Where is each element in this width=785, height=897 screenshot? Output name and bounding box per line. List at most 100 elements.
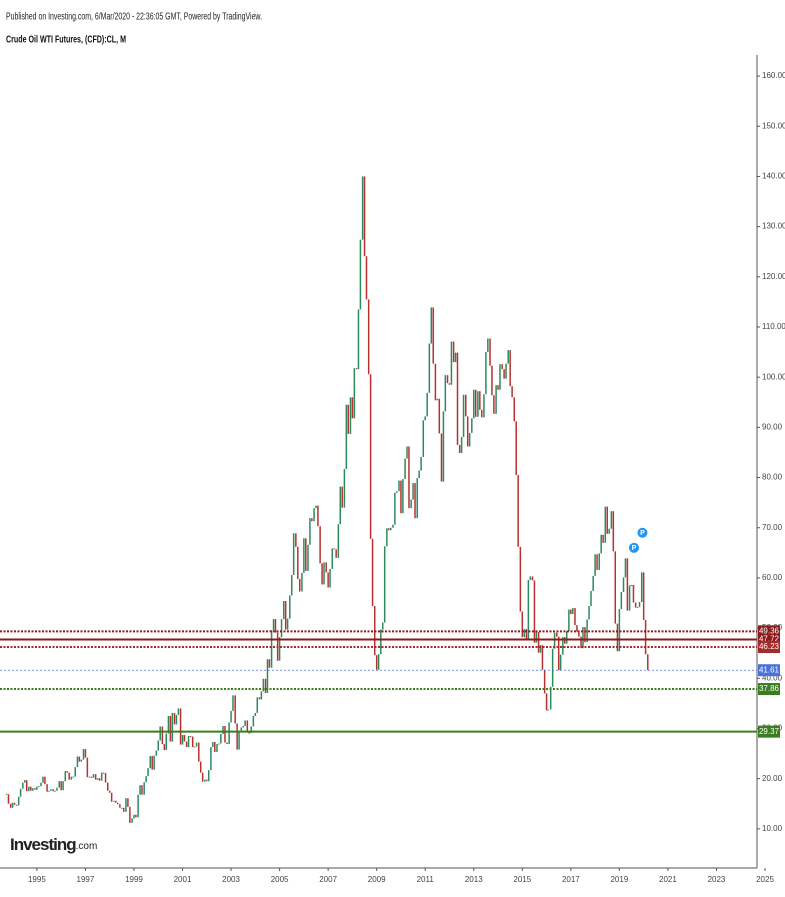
candle (590, 590, 592, 607)
candle (264, 678, 267, 693)
candle (329, 568, 331, 588)
candle (640, 572, 643, 603)
candle (165, 733, 168, 751)
candle (402, 479, 404, 514)
candle (224, 725, 226, 743)
candle (434, 363, 437, 401)
candle (375, 655, 378, 670)
candle (260, 691, 263, 700)
candle (88, 776, 91, 778)
candle (270, 630, 273, 668)
candle (301, 572, 303, 592)
candle (135, 814, 137, 818)
candle (313, 508, 315, 522)
candle (125, 798, 127, 812)
candle (337, 524, 340, 558)
candle (347, 404, 350, 434)
candle (250, 726, 252, 734)
candle (127, 798, 129, 807)
candle (521, 611, 524, 638)
candle (454, 352, 457, 363)
candle (618, 609, 621, 652)
candle (38, 786, 40, 788)
candle (491, 365, 493, 396)
candle (626, 558, 629, 611)
candle (78, 756, 81, 762)
x-tick-label: 2023 (708, 875, 726, 884)
logo-brand: Investing (10, 835, 76, 854)
candle (436, 398, 439, 401)
candle (483, 394, 485, 418)
candle (161, 726, 164, 745)
candle (355, 368, 358, 370)
candle (371, 538, 374, 607)
candle (458, 444, 461, 453)
y-tick-label: 100.00 (762, 372, 785, 381)
candle (446, 375, 449, 384)
candle (94, 774, 97, 780)
candle (181, 735, 184, 745)
annotation-marker (637, 527, 648, 538)
x-tick-label: 1999 (125, 875, 143, 884)
candle (487, 338, 489, 353)
candle (141, 785, 143, 795)
candle (327, 572, 329, 588)
candle (553, 632, 556, 649)
candle (232, 695, 234, 711)
candle (620, 591, 623, 610)
candle (119, 804, 121, 808)
candle (129, 806, 131, 823)
candle (505, 363, 507, 379)
candle (468, 432, 471, 447)
candle (557, 636, 560, 671)
candle (390, 527, 392, 531)
candle (497, 385, 499, 390)
candle (307, 544, 309, 571)
candle (495, 385, 497, 414)
x-tick-label: 2015 (513, 875, 531, 884)
candle (622, 577, 625, 592)
candle (456, 352, 459, 445)
candle (167, 715, 170, 734)
candle (628, 585, 631, 611)
candle (11, 802, 14, 808)
level-label: 47.72 (759, 635, 780, 644)
candle (333, 548, 335, 550)
level-label: 49.36 (759, 626, 780, 635)
x-tick-label: 2003 (222, 875, 240, 884)
candle (479, 391, 481, 410)
candle (298, 578, 301, 592)
candle (511, 386, 513, 398)
candle (444, 375, 447, 412)
candle (428, 343, 431, 393)
candle (86, 757, 89, 778)
candle (131, 818, 133, 823)
y-tick-label: 60.00 (762, 573, 783, 582)
level-label-box (758, 664, 780, 677)
candle (394, 492, 396, 525)
candle (30, 786, 32, 791)
candle (541, 645, 544, 670)
candle (199, 761, 202, 773)
chart-title: Crude Oil WTI Futures, (CFD):CL, M (6, 35, 126, 46)
candle (248, 732, 251, 734)
level-label: 29.37 (759, 727, 780, 736)
candle (547, 709, 550, 711)
y-tick-label: 110.00 (762, 322, 785, 331)
logo-suffix: .com (76, 841, 98, 852)
candle (40, 782, 42, 787)
candle (485, 352, 487, 395)
candle (104, 773, 107, 783)
candle (163, 744, 166, 751)
candle (647, 654, 649, 671)
candle (549, 686, 552, 710)
candle (404, 458, 406, 480)
candle (157, 740, 159, 751)
candle (582, 627, 584, 649)
candle (572, 608, 574, 615)
x-tick-label: 2013 (465, 875, 483, 884)
candle (616, 623, 619, 652)
candle (493, 395, 495, 414)
candle (568, 609, 570, 632)
candle (361, 176, 364, 240)
